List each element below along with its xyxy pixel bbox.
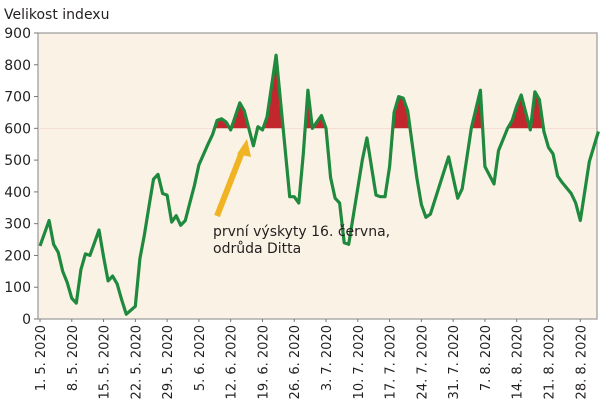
x-tick-label: 26. 6. 2020 [288, 325, 303, 399]
annotation-line-2: odrůda Ditta [213, 241, 301, 257]
x-tick-label: 12. 6. 2020 [225, 325, 240, 399]
annotation-line-1: první výskyty 16. června, [213, 224, 390, 240]
x-tick-label: 8. 5. 2020 [66, 325, 81, 391]
y-tick-label: 600 [4, 121, 31, 137]
y-tick-label: 400 [4, 185, 31, 201]
y-tick-label: 700 [4, 90, 31, 106]
x-tick-label: 22. 5. 2020 [129, 325, 144, 399]
x-tick-label: 19. 6. 2020 [256, 325, 271, 399]
y-tick-label: 0 [22, 312, 31, 328]
y-tick-label: 300 [4, 217, 31, 233]
y-tick-label: 200 [4, 248, 31, 264]
y-tick-label: 100 [4, 280, 31, 296]
x-tick-label: 31. 7. 2020 [447, 325, 462, 399]
y-tick-label: 800 [4, 58, 31, 74]
x-tick-label: 5. 6. 2020 [193, 325, 208, 391]
x-tick-label: 3. 7. 2020 [320, 325, 335, 391]
x-tick-label: 10. 7. 2020 [352, 325, 367, 399]
plot-area [38, 33, 597, 319]
x-tick-label: 28. 8. 2020 [574, 325, 589, 399]
y-tick-label: 500 [4, 153, 31, 169]
x-tick-label: 14. 8. 2020 [511, 325, 526, 399]
x-tick-label: 1. 5. 2020 [34, 325, 49, 391]
x-tick-label: 21. 8. 2020 [542, 325, 557, 399]
x-tick-label: 15. 5. 2020 [98, 325, 113, 399]
x-tick-label: 7. 8. 2020 [479, 325, 494, 391]
x-tick-label: 24. 7. 2020 [415, 325, 430, 399]
x-tick-label: 29. 5. 2020 [161, 325, 176, 399]
y-axis-title: Velikost indexu [4, 7, 109, 23]
y-tick-label: 900 [4, 26, 31, 42]
x-tick-label: 17. 7. 2020 [384, 325, 399, 399]
